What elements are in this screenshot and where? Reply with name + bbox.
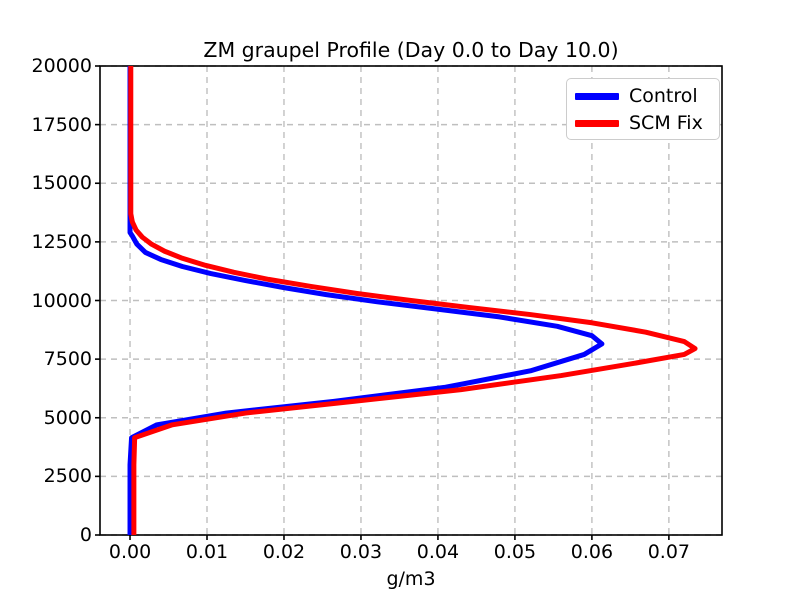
legend-entry-control: Control [575, 83, 698, 109]
x-tick-label: 0.01 [185, 541, 229, 563]
chart-legend: Control SCM Fix [566, 78, 720, 140]
series-line-scm-fix [128, 66, 698, 535]
legend-label-control: Control [629, 85, 698, 107]
y-tick-label: 2500 [43, 465, 92, 488]
y-tick-label: 17500 [31, 113, 92, 136]
x-tick-label: 0.05 [493, 541, 537, 563]
x-axis-label: g/m3 [386, 568, 436, 590]
x-tick-label: 0.07 [647, 541, 691, 563]
y-tick-label: 10000 [31, 289, 92, 312]
y-tick-label: 12500 [31, 230, 92, 253]
legend-label-scm-fix: SCM Fix [629, 112, 703, 134]
y-tick-label: 15000 [31, 172, 92, 195]
legend-entry-scm-fix: SCM Fix [575, 110, 703, 136]
x-tick-label: 0.02 [262, 541, 306, 563]
axis-ticks [95, 65, 670, 540]
series-line-control [127, 66, 605, 535]
x-tick-label: 0.03 [339, 541, 383, 563]
x-tick-label: 0.06 [570, 541, 614, 563]
y-tick-label: 0 [79, 524, 92, 546]
y-tick-label: 7500 [43, 348, 92, 371]
y-tick-label: 20000 [31, 55, 92, 77]
y-tick-label: 5000 [43, 406, 92, 429]
x-tick-label: 0.04 [416, 541, 460, 563]
x-tick-label: 0.00 [108, 541, 152, 563]
legend-swatch-scm-fix [575, 119, 619, 127]
chart-title: ZM graupel Profile (Day 0.0 to Day 10.0) [203, 38, 619, 62]
legend-swatch-control [575, 92, 619, 100]
data-series-group [127, 66, 698, 535]
